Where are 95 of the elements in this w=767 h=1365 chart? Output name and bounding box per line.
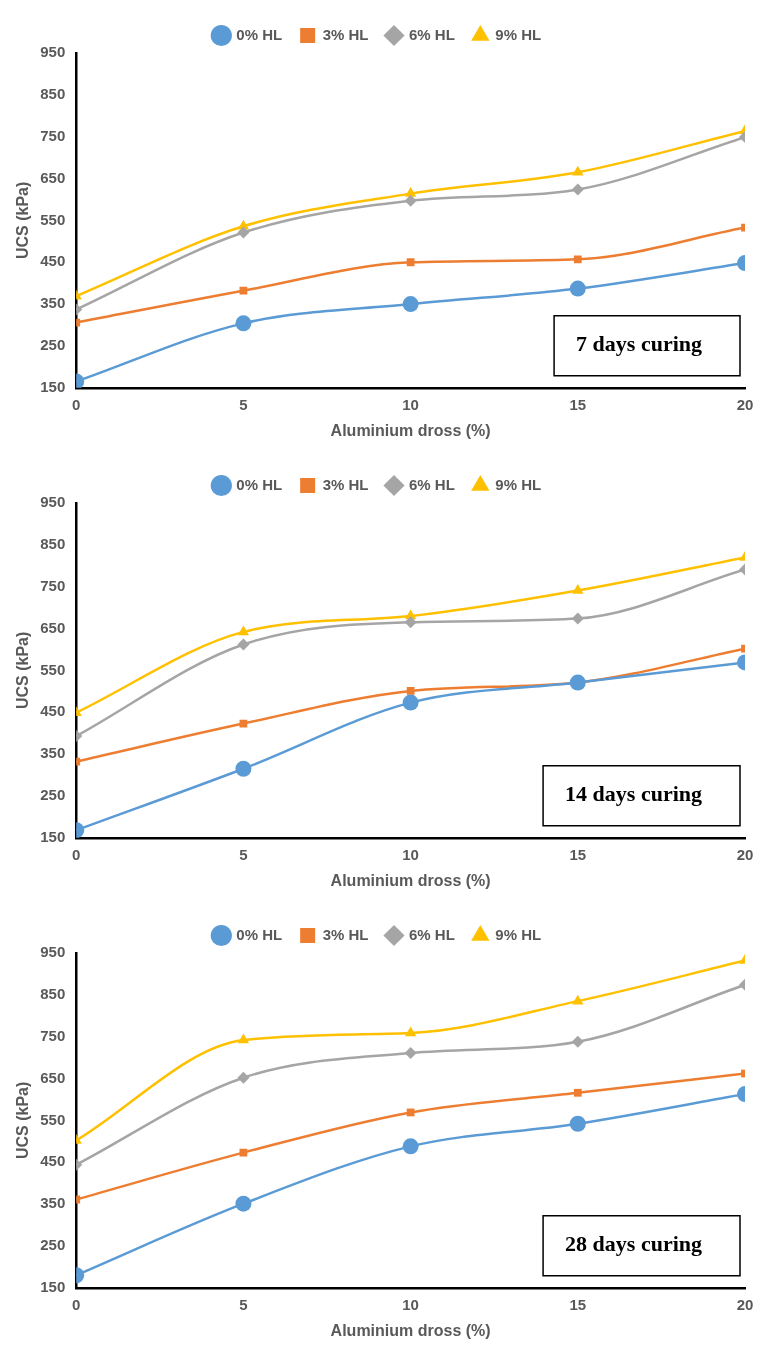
- legend-label: 9% HL: [495, 475, 542, 493]
- legend-label: 6% HL: [409, 25, 455, 43]
- point: [402, 296, 419, 313]
- x-tick-label: 15: [569, 1295, 587, 1313]
- y-tick-label: 250: [40, 336, 66, 354]
- legend-label: 0% HL: [236, 475, 283, 493]
- x-tick-label: 15: [569, 395, 587, 413]
- x-axis-title: Aluminium dross (%): [330, 421, 491, 439]
- point: [404, 187, 417, 197]
- x-axis-title: Aluminium dross (%): [330, 871, 491, 889]
- y-tick-label: 150: [40, 827, 66, 845]
- y-tick-label: 650: [40, 168, 66, 186]
- point: [571, 1035, 584, 1048]
- point: [573, 1088, 582, 1097]
- y-tick-label: 450: [40, 252, 66, 270]
- x-tick-label: 10: [402, 395, 419, 413]
- legend-label: 0% HL: [236, 25, 283, 43]
- point: [239, 1148, 248, 1157]
- legend-label: 0% HL: [236, 925, 283, 943]
- y-tick-label: 450: [40, 702, 66, 720]
- point: [404, 1047, 417, 1060]
- y-tick-label: 550: [40, 210, 66, 228]
- x-tick-label: 5: [239, 395, 248, 413]
- annotation: 14 days curing: [565, 781, 703, 807]
- legend-label: 6% HL: [409, 475, 455, 493]
- point: [402, 694, 419, 711]
- point: [406, 687, 415, 695]
- y-tick-label: 450: [40, 1152, 66, 1170]
- y-tick-label: 950: [40, 493, 66, 511]
- point: [569, 674, 586, 691]
- point: [237, 1071, 250, 1084]
- y-tick-label: 750: [40, 1026, 66, 1044]
- y-tick-label: 250: [40, 786, 66, 804]
- x-tick-label: 0: [72, 1295, 81, 1313]
- legend-label: 3% HL: [322, 25, 369, 43]
- point: [235, 760, 252, 777]
- legend-label: 3% HL: [322, 925, 369, 943]
- point: [572, 994, 584, 1005]
- point: [406, 1108, 415, 1117]
- y-tick-label: 650: [40, 1068, 66, 1086]
- point: [572, 583, 584, 594]
- y-tick-label: 150: [40, 1277, 66, 1295]
- x-tick-label: 10: [402, 1295, 419, 1313]
- x-tick-label: 0: [72, 395, 81, 413]
- y-tick-label: 750: [40, 576, 66, 594]
- point: [235, 1195, 252, 1212]
- y-tick-label: 550: [40, 660, 66, 678]
- y-tick-label: 550: [40, 1110, 66, 1128]
- x-tick-label: 15: [569, 845, 587, 863]
- annotation: 7 days curing: [576, 331, 703, 357]
- x-tick-label: 20: [736, 845, 754, 863]
- point: [404, 1026, 417, 1037]
- y-tick-label: 650: [40, 618, 66, 636]
- y-tick-label: 850: [40, 534, 66, 552]
- point: [569, 1115, 586, 1132]
- point: [571, 612, 584, 625]
- annotation: 28 days curing: [565, 1231, 703, 1257]
- x-tick-label: 10: [402, 845, 419, 863]
- legend-label: 3% HL: [322, 475, 369, 493]
- y-tick-label: 850: [40, 984, 66, 1002]
- y-tick-label: 950: [40, 43, 66, 61]
- point: [237, 226, 250, 239]
- y-tick-label: 150: [40, 377, 66, 395]
- point: [404, 194, 417, 207]
- point: [569, 280, 586, 297]
- point: [402, 1138, 419, 1155]
- point: [572, 165, 584, 176]
- x-tick-label: 5: [239, 845, 248, 863]
- y-tick-label: 350: [40, 1194, 66, 1212]
- point: [237, 638, 250, 651]
- x-tick-label: 0: [72, 845, 81, 863]
- x-axis-title: Aluminium dross (%): [330, 1321, 491, 1339]
- y-tick-label: 350: [40, 294, 66, 312]
- point: [237, 1033, 250, 1044]
- y-tick-label: 950: [40, 943, 66, 961]
- point: [237, 625, 250, 636]
- x-tick-label: 5: [239, 1295, 248, 1313]
- x-tick-label: 20: [736, 1295, 754, 1313]
- y-tick-label: 750: [40, 126, 66, 144]
- point: [235, 315, 252, 332]
- point: [406, 258, 415, 267]
- point: [239, 286, 248, 295]
- y-axis-title: UCS (kPa): [14, 1081, 32, 1160]
- point: [573, 255, 582, 264]
- point: [404, 616, 417, 629]
- y-axis-title: UCS (kPa): [14, 631, 32, 710]
- point: [571, 183, 584, 196]
- legend-label: 9% HL: [495, 925, 542, 943]
- y-tick-label: 850: [40, 84, 66, 102]
- y-tick-label: 350: [40, 744, 66, 762]
- x-tick-label: 20: [736, 395, 754, 413]
- legend-label: 9% HL: [495, 25, 542, 43]
- legend-label: 6% HL: [409, 925, 455, 943]
- y-axis-title: UCS (kPa): [14, 181, 32, 260]
- y-tick-label: 250: [40, 1236, 66, 1254]
